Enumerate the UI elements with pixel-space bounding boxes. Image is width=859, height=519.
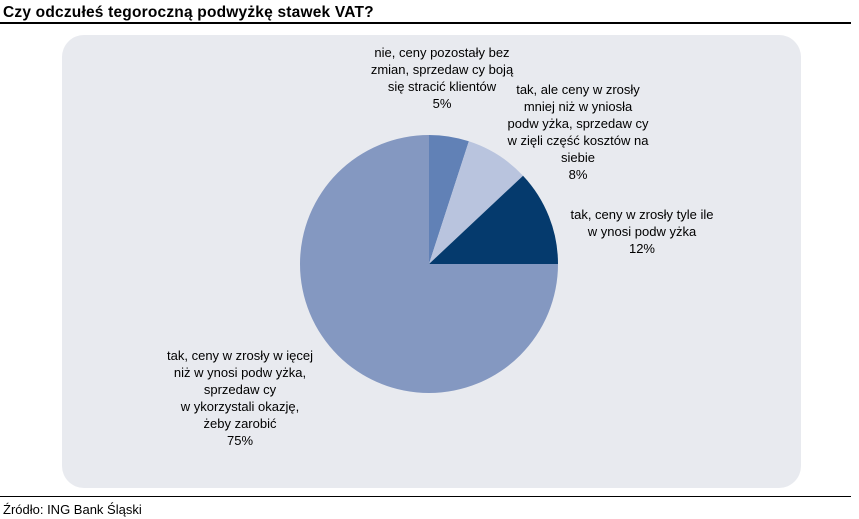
pie-slice-rose-equal-to-hike (429, 175, 558, 264)
source-divider (0, 496, 851, 497)
pie-label-rose-less-than-hike: tak, ale ceny w zrosły mniej niż w ynios… (507, 82, 649, 182)
pie-slice-no-change (429, 135, 469, 264)
pie-label-rose-equal-to-hike: tak, ceny w zrosły tyle ile w ynosi podw… (570, 207, 714, 256)
pie-slice-rose-less-than-hike (429, 141, 524, 264)
pie-label-rose-more-than-hike: tak, ceny w zrosły w ięcej niż w ynosi p… (167, 348, 313, 448)
chart-panel: nie, ceny pozostały bez zmian, sprzedaw … (62, 35, 801, 488)
page-title: Czy odczułeś tegoroczną podwyżkę stawek … (3, 4, 374, 21)
pie-label-no-change: nie, ceny pozostały bez zmian, sprzedaw … (370, 45, 514, 111)
pie-chart (300, 135, 558, 393)
source-text: Źródło: ING Bank Śląski (3, 502, 142, 517)
pie-slice-rose-more-than-hike (300, 135, 558, 393)
title-divider (0, 22, 851, 24)
